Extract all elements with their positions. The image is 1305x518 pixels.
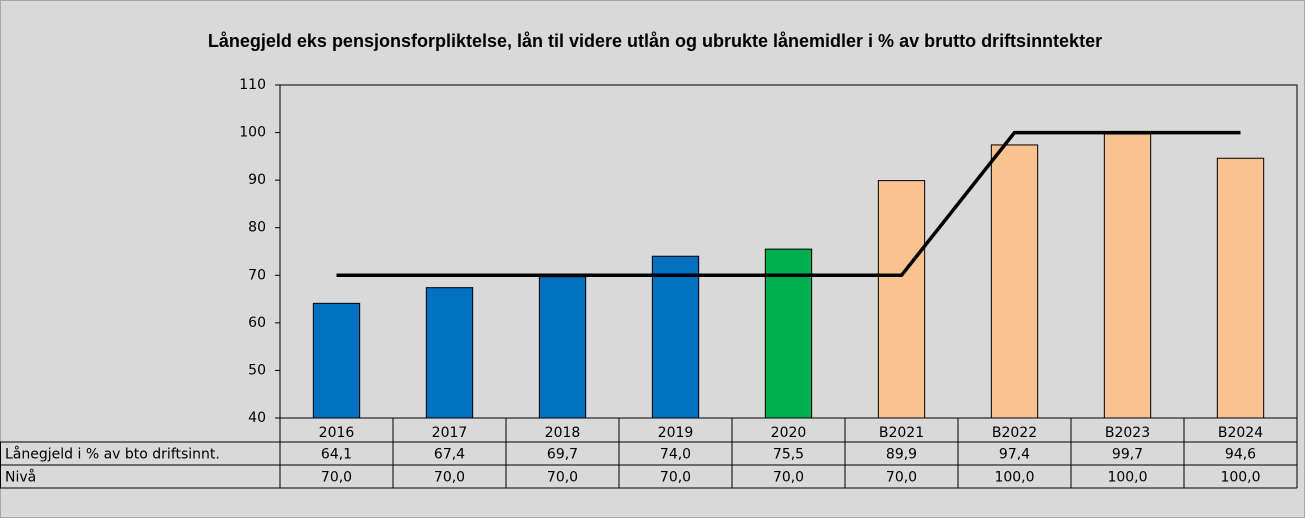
bar — [990, 144, 1039, 419]
bar — [877, 180, 926, 419]
data-label: 64,1 — [321, 447, 352, 463]
data-label: 70,0 — [660, 470, 691, 486]
data-label: 100,0 — [994, 470, 1034, 486]
y-tick-label: 100 — [239, 125, 266, 141]
legend-label: Lånegjeld i % av bto driftsinnt. — [5, 446, 220, 463]
chart-title: Lånegjeld eks pensjonsforpliktelse, lån … — [207, 31, 1103, 51]
y-tick-label: 50 — [248, 362, 266, 378]
y-tick-label: 110 — [239, 77, 266, 93]
data-label: 70,0 — [434, 470, 465, 486]
data-label: 70,0 — [547, 470, 578, 486]
y-tick-label: 80 — [248, 220, 266, 236]
y-tick-label: 90 — [248, 172, 266, 188]
bar — [1216, 157, 1265, 419]
bar — [538, 276, 587, 419]
data-label: 74,0 — [660, 447, 691, 463]
line — [336, 130, 1241, 278]
data-label: 100,0 — [1107, 470, 1147, 486]
data-label: 70,0 — [886, 470, 917, 486]
x-tick-label: B2021 — [879, 425, 924, 441]
data-label: 69,7 — [547, 447, 578, 463]
bar — [1103, 133, 1152, 419]
x-tick-label: B2022 — [992, 425, 1037, 441]
bar — [425, 287, 474, 419]
y-tick-label: 40 — [248, 410, 266, 426]
x-tick-label: 2019 — [658, 425, 694, 441]
data-label: 100,0 — [1220, 470, 1260, 486]
data-label: 70,0 — [321, 470, 352, 486]
data-label: 97,4 — [999, 447, 1030, 463]
x-tick-label: 2018 — [545, 425, 581, 441]
bar — [651, 255, 700, 419]
bar — [312, 302, 361, 419]
data-label: 94,6 — [1225, 447, 1256, 463]
bar — [764, 248, 813, 419]
data-label: 70,0 — [773, 470, 804, 486]
y-tick-label: 60 — [248, 315, 266, 331]
data-label: 75,5 — [773, 447, 804, 463]
x-tick-label: 2020 — [771, 425, 807, 441]
data-label: 99,7 — [1112, 447, 1143, 463]
x-tick-label: B2023 — [1105, 425, 1150, 441]
x-tick-label: B2024 — [1218, 425, 1263, 441]
x-tick-label: 2017 — [432, 425, 468, 441]
y-tick-label: 70 — [248, 267, 266, 283]
data-label: 67,4 — [434, 447, 465, 463]
x-tick-label: 2016 — [319, 425, 355, 441]
legend-label: Nivå — [5, 469, 36, 486]
data-label: 89,9 — [886, 447, 917, 463]
